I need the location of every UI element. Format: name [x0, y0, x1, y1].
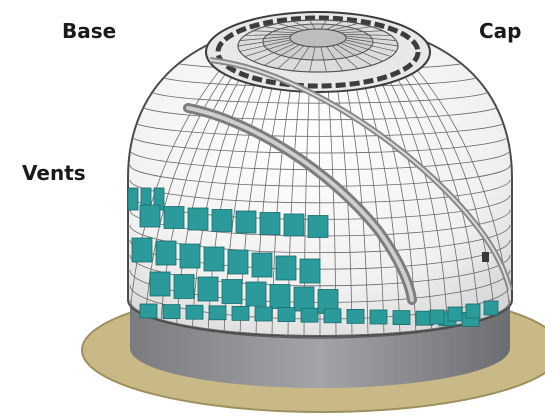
cap-ray-line — [277, 23, 305, 31]
cap-ray-line — [336, 26, 372, 32]
vent-panel — [346, 308, 365, 324]
cap-ray-line — [340, 42, 383, 62]
cap-ray-line — [292, 46, 310, 71]
shutter-rail-outer-highlight — [209, 59, 511, 291]
cap-ray-line — [345, 37, 399, 47]
vent-panel — [293, 286, 315, 312]
vent-panel — [227, 249, 249, 275]
cap-ray-line — [345, 39, 397, 52]
vent-panels — [127, 187, 499, 327]
cap-ray-line — [326, 46, 344, 71]
grid-latitude-line — [130, 119, 510, 137]
cap-ray-line — [345, 35, 397, 41]
cap-ray-line — [277, 45, 305, 69]
vent-panel — [173, 274, 195, 299]
vent-panel — [447, 306, 463, 322]
vent-panel — [139, 303, 158, 319]
vent-panel — [300, 307, 319, 323]
label-cap: Cap — [479, 19, 522, 43]
grid-latitude-line — [129, 134, 511, 154]
cap-ray-line — [320, 19, 327, 30]
cap-ray-line — [264, 26, 300, 32]
vent-panel — [208, 305, 227, 321]
cap-ray-line — [239, 39, 291, 52]
cap-ray-line — [343, 41, 392, 57]
vent-panel — [203, 246, 225, 272]
access-hatch — [482, 252, 489, 262]
cap-ray-line — [331, 23, 359, 31]
vent-panel — [235, 210, 257, 234]
cap-ray-line — [237, 37, 291, 47]
vent-panel — [323, 308, 342, 324]
cap-ray-line — [340, 30, 383, 34]
cap-ray-line — [239, 35, 291, 41]
dome-cap — [205, 11, 431, 93]
vent-panel — [139, 204, 161, 228]
vent-panel — [162, 304, 181, 320]
label-base: Base — [62, 19, 117, 43]
vent-panel — [155, 240, 177, 266]
vent-panel — [221, 279, 243, 304]
vent-panel — [254, 306, 273, 322]
vent-panel — [275, 255, 297, 281]
vent-panel — [307, 215, 329, 238]
vent-panel — [187, 207, 209, 231]
vent-panel — [131, 237, 153, 263]
cap-ray-line — [253, 30, 296, 34]
vent-panel — [465, 303, 481, 319]
vent-panel — [149, 271, 171, 297]
grid-latitude-line — [148, 89, 492, 104]
label-vents: Vents — [22, 161, 86, 185]
vent-panel — [483, 300, 499, 316]
vent-panel — [259, 212, 281, 235]
cap-ray-line — [336, 44, 372, 66]
vent-panel — [127, 187, 139, 211]
grid-latitude-line — [139, 104, 501, 121]
vent-panel — [283, 213, 305, 237]
vent-panel — [429, 309, 445, 325]
vent-panel — [211, 209, 233, 232]
shutter-rail-highlight — [186, 106, 414, 302]
vent-panel — [185, 304, 204, 320]
vent-panel — [277, 307, 296, 323]
cap-ray-line — [253, 42, 296, 62]
vent-panel — [369, 309, 388, 325]
cap-ray-line — [320, 46, 327, 72]
vent-panel — [163, 206, 185, 229]
cap-ray-line — [331, 45, 359, 69]
vent-panel — [179, 243, 201, 269]
cap-ray-line — [244, 41, 293, 57]
vent-panel — [392, 310, 411, 326]
cap-ray-line — [309, 46, 316, 72]
vent-panel — [197, 276, 219, 302]
cap-ray-line — [343, 33, 392, 36]
cap-ray-line — [326, 20, 343, 30]
vent-panel — [245, 281, 267, 307]
cap-ray-line — [244, 33, 293, 36]
cap-ray-line — [309, 19, 316, 30]
cap-ray-line — [264, 44, 300, 66]
vent-panel — [269, 284, 291, 309]
vent-panel — [231, 305, 250, 321]
vent-panel — [251, 252, 273, 278]
vent-panel — [299, 258, 321, 284]
cap-ray-line — [293, 20, 310, 30]
